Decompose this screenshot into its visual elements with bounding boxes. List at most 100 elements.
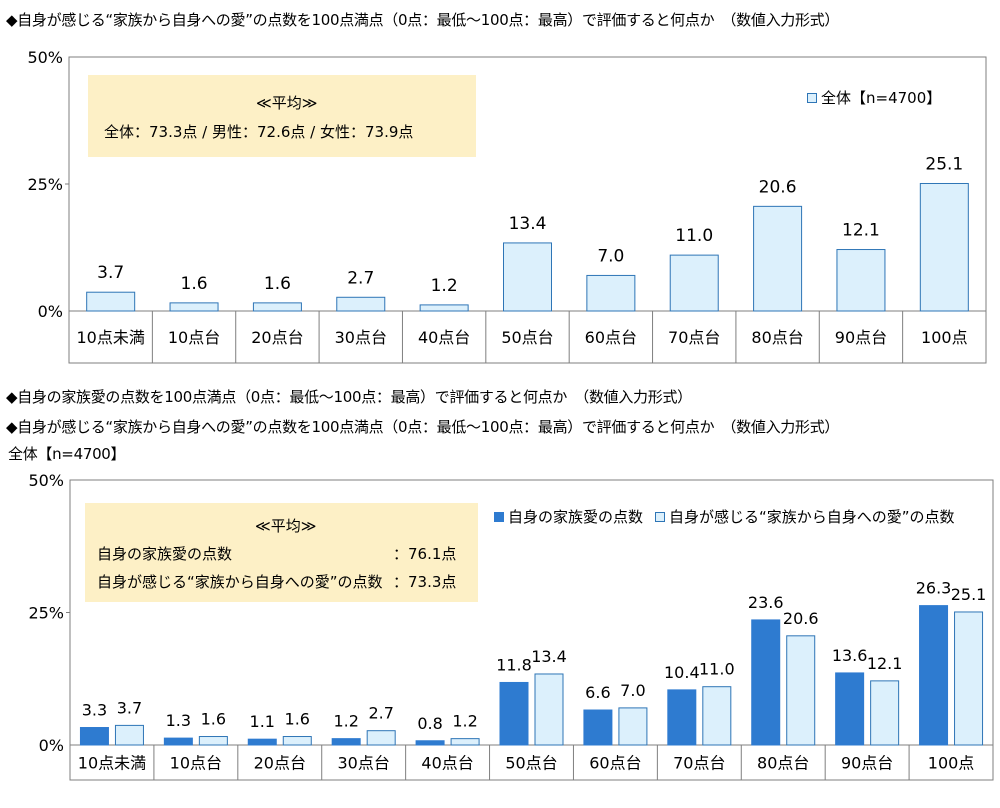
bottom-chart-bar <box>534 673 564 746</box>
bottom-note-row2-value: ：73.3点 <box>393 573 457 591</box>
top-chart-bar <box>503 242 552 312</box>
bottom-chart-data-label: 1.2 <box>333 712 358 731</box>
top-chart-data-label: 13.4 <box>509 214 547 234</box>
top-chart-bar <box>669 254 719 312</box>
bottom-chart-data-label: 2.7 <box>368 704 393 723</box>
bottom-chart-data-label: 26.3 <box>916 579 952 598</box>
bottom-chart-bar <box>667 689 697 746</box>
bottom-legend-label-1: 自身の家族愛の点数 <box>508 508 644 526</box>
top-chart-data-label: 11.0 <box>675 226 713 246</box>
bottom-chart-bar <box>835 672 865 746</box>
bottom-chart-bar <box>499 681 529 746</box>
bottom-chart-data-label: 7.0 <box>620 681 645 700</box>
bottom-chart-data-label: 12.1 <box>867 654 903 673</box>
bottom-chart-bar <box>198 736 228 746</box>
bottom-note-row1-value: ：76.1点 <box>393 545 457 563</box>
bottom-chart-bar <box>247 738 277 746</box>
bottom-chart-bar <box>618 707 648 746</box>
top-chart-data-label: 1.2 <box>431 276 458 296</box>
bottom-chart-bar <box>702 686 732 746</box>
bottom-note-row1-label: 自身の家族愛の点数 <box>97 545 233 563</box>
bottom-chart-title-2: ◆自身が感じる“家族から自身への愛”の点数を100点満点（0点：最低～100点：… <box>6 418 840 436</box>
bottom-chart-data-label: 1.2 <box>452 712 477 731</box>
bottom-chart-data-label: 23.6 <box>748 593 784 612</box>
bottom-chart-bar <box>583 709 613 746</box>
bottom-chart-category-label: 70点台 <box>673 754 725 773</box>
bottom-chart-bar <box>919 605 949 746</box>
bottom-chart-data-label: 1.1 <box>250 712 275 731</box>
bottom-chart-bar <box>751 619 781 746</box>
bottom-chart-bar <box>79 727 109 746</box>
top-chart-category-label: 70点台 <box>668 328 720 347</box>
top-chart-bar <box>586 274 636 312</box>
top-chart-data-label: 3.7 <box>97 263 124 283</box>
top-chart-category-label: 60点台 <box>585 328 637 347</box>
top-chart-category-label: 10点未満 <box>76 328 144 347</box>
top-chart-category-label: 40点台 <box>418 328 470 347</box>
bottom-chart-bar <box>114 724 144 746</box>
top-chart-bar <box>169 302 219 312</box>
top-chart-plot-frame <box>68 56 987 364</box>
bottom-legend-label-2: 自身が感じる“家族から自身への愛”の点数 <box>669 508 955 526</box>
bottom-chart-ytick-label: 0% <box>39 736 64 755</box>
bottom-note-row2-label: 自身が感じる“家族から自身への愛”の点数 <box>97 573 383 591</box>
top-legend-swatch <box>807 92 817 103</box>
top-chart-ytick-label: 0% <box>38 302 63 321</box>
top-note-line: 全体：73.3点 / 男性：72.6点 / 女性：73.9点 <box>104 123 414 141</box>
top-chart-bar <box>86 291 136 312</box>
bottom-chart-category-label: 20点台 <box>254 754 306 773</box>
bottom-chart-data-label: 1.6 <box>201 710 226 729</box>
top-chart-data-label: 1.6 <box>181 274 208 294</box>
bottom-chart-data-label: 11.8 <box>496 655 532 674</box>
bottom-chart-data-label: 3.3 <box>82 701 107 720</box>
bottom-chart-category-label: 10点台 <box>170 754 222 773</box>
bottom-chart-data-label: 10.4 <box>664 663 700 682</box>
bottom-chart-category-label: 80点台 <box>757 754 809 773</box>
top-chart-bar <box>753 205 803 312</box>
top-chart-ytick-label: 25% <box>27 175 63 194</box>
bottom-chart-bar <box>282 736 312 746</box>
bottom-legend-swatch-1 <box>494 511 504 522</box>
bottom-chart-data-label: 20.6 <box>783 609 819 628</box>
bottom-chart-category-label: 60点台 <box>589 754 641 773</box>
bottom-chart-bar <box>331 738 361 746</box>
top-average-note: ≪平均≫ 全体：73.3点 / 男性：72.6点 / 女性：73.9点 <box>88 75 476 157</box>
top-chart-category-label: 90点台 <box>835 328 887 347</box>
top-chart-data-label: 2.7 <box>347 268 374 288</box>
top-chart-bar <box>419 304 469 312</box>
bottom-chart-plot-frame <box>69 479 994 781</box>
top-chart-category-label: 100点 <box>921 328 968 347</box>
bottom-chart-data-label: 1.6 <box>285 710 310 729</box>
bottom-chart-data-label: 13.4 <box>531 647 567 666</box>
top-chart-category-label: 20点台 <box>251 328 303 347</box>
bottom-chart-bar <box>163 737 193 746</box>
top-chart-category-label: 30点台 <box>335 328 387 347</box>
bottom-chart-data-label: 3.7 <box>117 698 142 717</box>
bottom-chart-bar <box>954 611 984 746</box>
top-chart-data-label: 12.1 <box>842 221 880 241</box>
top-chart-ytick-label: 50% <box>27 48 63 67</box>
top-chart-data-label: 1.6 <box>264 274 291 294</box>
bottom-chart-bar <box>870 680 900 746</box>
top-chart-title: ◆自身が感じる“家族から自身への愛”の点数を100点満点（0点：最低～100点：… <box>6 11 840 29</box>
bottom-chart-category-label: 30点台 <box>337 754 389 773</box>
bottom-chart-category-label: 50点台 <box>505 754 557 773</box>
top-chart-data-label: 25.1 <box>925 154 963 174</box>
bottom-note-heading: ≪平均≫ <box>255 517 317 535</box>
bottom-chart-subtitle: 全体【n=4700】 <box>8 445 126 463</box>
bottom-chart-category-label: 10点未満 <box>78 754 146 773</box>
bottom-chart-category-label: 100点 <box>928 754 975 773</box>
top-legend: 全体【n=4700】 <box>807 87 941 108</box>
bottom-legend: 自身の家族愛の点数 自身が感じる“家族から自身への愛”の点数 <box>494 506 955 527</box>
bottom-chart-data-label: 1.3 <box>166 711 191 730</box>
top-legend-label: 全体【n=4700】 <box>821 89 942 107</box>
top-chart-bar <box>919 182 969 312</box>
bottom-average-note: ≪平均≫ 自身の家族愛の点数 ：76.1点 自身が感じる“家族から自身への愛”の… <box>85 503 478 602</box>
top-chart-bar <box>836 249 886 312</box>
bottom-chart-bar <box>366 730 396 746</box>
top-chart-data-label: 7.0 <box>597 246 624 266</box>
bottom-chart-ytick-label: 50% <box>28 471 64 490</box>
bottom-chart-title-1: ◆自身の家族愛の点数を100点満点（0点：最低～100点：最高）で評価すると何点… <box>6 388 692 406</box>
bottom-chart-data-label: 13.6 <box>832 646 868 665</box>
